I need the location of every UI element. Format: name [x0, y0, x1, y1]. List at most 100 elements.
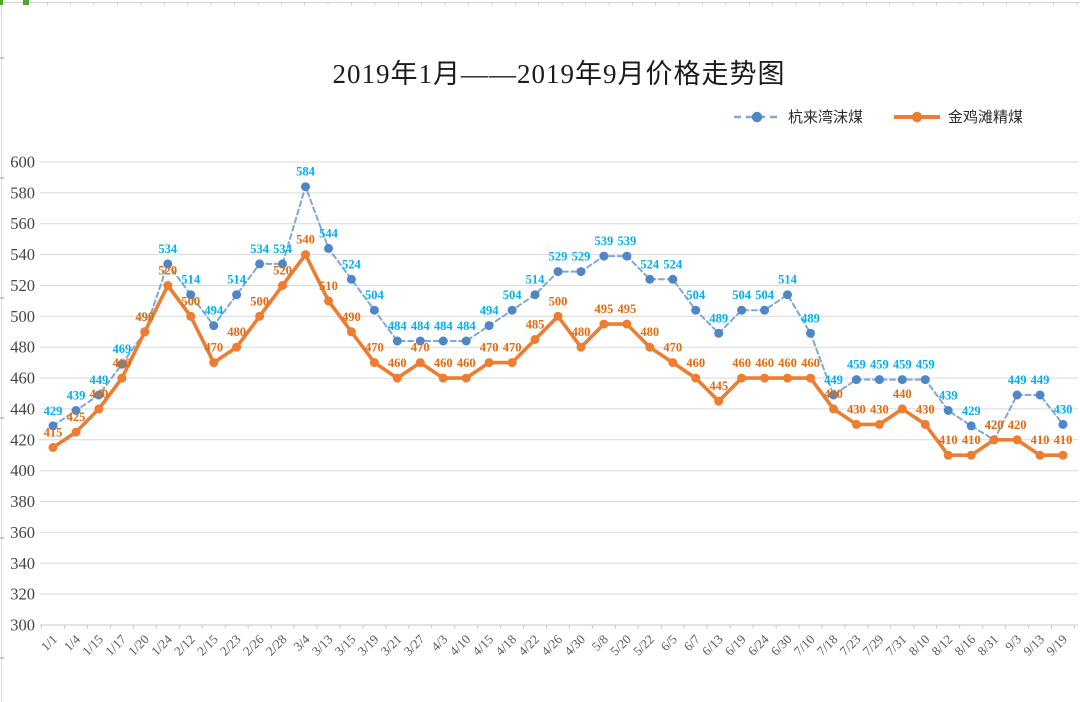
data-point-marker[interactable]	[599, 319, 609, 329]
data-point-marker[interactable]	[117, 373, 127, 383]
data-point-marker[interactable]	[415, 336, 425, 346]
data-point-marker[interactable]	[94, 404, 104, 414]
data-point-marker[interactable]	[760, 305, 770, 315]
data-point-label: 484	[388, 319, 408, 333]
data-point-marker[interactable]	[874, 375, 884, 385]
data-point-marker[interactable]	[1058, 450, 1068, 460]
data-point-marker[interactable]	[576, 267, 586, 277]
data-point-marker[interactable]	[255, 311, 265, 321]
data-point-marker[interactable]	[232, 342, 242, 352]
data-point-marker[interactable]	[301, 250, 310, 260]
data-point-marker[interactable]	[806, 373, 815, 383]
data-point-label: 539	[595, 234, 614, 248]
data-point-marker[interactable]	[278, 281, 287, 290]
data-point-marker[interactable]	[714, 396, 724, 406]
data-point-marker[interactable]	[851, 419, 861, 429]
data-point-marker[interactable]	[484, 358, 494, 368]
data-point-marker[interactable]	[278, 259, 287, 269]
data-point-marker[interactable]	[989, 435, 999, 445]
data-point-marker[interactable]	[1035, 390, 1045, 400]
data-point-marker[interactable]	[140, 327, 150, 337]
data-point-marker[interactable]	[691, 305, 701, 315]
data-point-marker[interactable]	[186, 290, 196, 300]
data-point-marker[interactable]	[897, 404, 907, 414]
data-point-marker[interactable]	[117, 359, 127, 369]
data-point-marker[interactable]	[966, 421, 976, 431]
data-point-marker[interactable]	[599, 251, 609, 261]
data-point-marker[interactable]	[232, 290, 242, 300]
data-point-label: 430	[916, 402, 935, 416]
data-point-marker[interactable]	[48, 421, 58, 431]
data-point-marker[interactable]	[392, 336, 402, 346]
data-point-marker[interactable]	[484, 321, 494, 331]
data-point-marker[interactable]	[783, 373, 792, 383]
data-point-marker[interactable]	[369, 305, 379, 315]
data-point-marker[interactable]	[622, 319, 632, 329]
data-point-marker[interactable]	[966, 450, 976, 460]
data-point-marker[interactable]	[255, 259, 265, 269]
data-point-marker[interactable]	[691, 373, 701, 383]
data-point-marker[interactable]	[943, 406, 953, 415]
data-point-label: 480	[640, 325, 659, 339]
data-point-marker[interactable]	[438, 336, 448, 346]
data-point-marker[interactable]	[186, 311, 196, 321]
data-point-marker[interactable]	[71, 406, 81, 415]
data-point-marker[interactable]	[760, 373, 770, 383]
data-point-marker[interactable]	[920, 419, 930, 429]
data-point-marker[interactable]	[1035, 450, 1045, 460]
data-point-marker[interactable]	[530, 335, 540, 344]
data-point-marker[interactable]	[461, 336, 471, 346]
data-point-marker[interactable]	[48, 443, 58, 452]
data-point-marker[interactable]	[1058, 419, 1068, 429]
data-point-marker[interactable]	[806, 328, 815, 338]
data-point-marker[interactable]	[438, 373, 448, 383]
data-point-marker[interactable]	[737, 373, 747, 383]
data-point-marker[interactable]	[829, 404, 838, 414]
data-point-marker[interactable]	[576, 342, 586, 352]
data-point-marker[interactable]	[324, 243, 333, 253]
data-point-marker[interactable]	[553, 311, 563, 321]
data-point-marker[interactable]	[392, 373, 402, 383]
data-point-marker[interactable]	[668, 358, 678, 368]
data-point-marker[interactable]	[163, 259, 173, 269]
y-axis-tick-label: 600	[10, 153, 35, 172]
data-point-marker[interactable]	[1012, 435, 1022, 445]
data-point-marker[interactable]	[507, 358, 517, 368]
data-point-marker[interactable]	[645, 342, 655, 352]
data-point-marker[interactable]	[163, 281, 173, 290]
data-point-marker[interactable]	[461, 373, 471, 383]
data-point-marker[interactable]	[829, 390, 838, 400]
data-point-marker[interactable]	[897, 375, 907, 385]
data-point-marker[interactable]	[1012, 390, 1022, 400]
data-point-marker[interactable]	[415, 358, 425, 368]
data-point-marker[interactable]	[369, 358, 379, 368]
data-point-marker[interactable]	[301, 182, 310, 192]
data-point-marker[interactable]	[346, 327, 356, 337]
data-point-label: 584	[296, 165, 316, 179]
data-point-marker[interactable]	[874, 419, 884, 429]
data-point-label: 430	[847, 402, 866, 416]
legend-item-hanglaiwan[interactable]: 杭来湾沫煤	[733, 106, 863, 127]
data-point-marker[interactable]	[324, 296, 333, 306]
data-point-marker[interactable]	[737, 305, 747, 315]
spreadsheet-row-ticks	[0, 57, 4, 702]
data-point-marker[interactable]	[530, 290, 540, 300]
data-point-label: 459	[893, 358, 912, 372]
data-point-marker[interactable]	[943, 450, 953, 460]
data-point-marker[interactable]	[622, 251, 632, 261]
data-point-marker[interactable]	[714, 328, 724, 338]
data-point-marker[interactable]	[94, 390, 104, 400]
data-point-marker[interactable]	[920, 375, 930, 385]
data-point-marker[interactable]	[668, 274, 678, 284]
data-point-marker[interactable]	[209, 321, 219, 331]
data-point-marker[interactable]	[783, 290, 792, 300]
data-point-marker[interactable]	[346, 274, 356, 284]
legend-item-jinjitan[interactable]: 金鸡滩精煤	[893, 106, 1023, 127]
data-point-marker[interactable]	[553, 267, 563, 277]
data-point-marker[interactable]	[507, 305, 517, 315]
data-point-marker[interactable]	[209, 358, 219, 368]
data-point-marker[interactable]	[851, 375, 861, 385]
data-point-marker[interactable]	[71, 427, 81, 437]
data-point-marker[interactable]	[645, 274, 655, 284]
